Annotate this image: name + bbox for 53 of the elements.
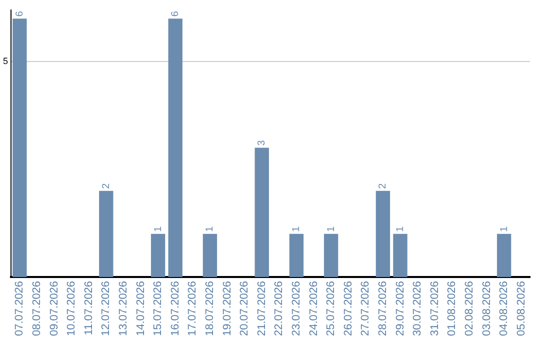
x-tick-label: 25.07.2026 [325, 280, 338, 336]
x-tick-label: 03.08.2026 [480, 280, 493, 336]
x-tick-label: 24.07.2026 [308, 280, 320, 336]
x-tick-label: 14.07.2026 [134, 280, 147, 336]
x-tick-label: 13.07.2026 [117, 280, 130, 336]
x-tick-label: 10.07.2026 [66, 280, 78, 336]
x-tick-label: 29.07.2026 [394, 280, 406, 336]
x-tick-label: 05.08.2026 [515, 280, 528, 336]
x-tick-label: 02.08.2026 [463, 280, 476, 336]
x-tick-label: 26.07.2026 [342, 280, 354, 336]
x-tick-label: 18.07.2026 [204, 280, 216, 336]
bar [168, 18, 182, 277]
x-tick-label: 15.07.2026 [152, 280, 164, 336]
data-label: 1 [152, 226, 164, 232]
bar [496, 234, 512, 277]
bar [202, 234, 218, 277]
x-tick-label: 30.07.2026 [412, 280, 424, 336]
x-tick-label: 28.07.2026 [376, 280, 389, 336]
bar [12, 18, 27, 277]
x-tick-label: 17.07.2026 [186, 280, 199, 336]
x-tick-label: 11.07.2026 [82, 280, 95, 336]
x-tick-label: 27.07.2026 [360, 280, 372, 336]
bar [393, 234, 408, 277]
x-tick-label: 20.07.2026 [238, 280, 251, 336]
data-label: 6 [170, 10, 182, 17]
bar [150, 234, 166, 277]
x-tick-label: 01.08.2026 [446, 280, 458, 336]
x-tick-label: 22.07.2026 [273, 280, 286, 336]
data-label: 1 [498, 226, 510, 232]
bar [99, 190, 114, 277]
data-label: 3 [256, 140, 268, 146]
x-tick-label: 07.07.2026 [14, 280, 26, 336]
x-tick-label: 08.07.2026 [30, 280, 43, 336]
x-tick-label: 31.07.2026 [428, 280, 441, 336]
bar [254, 148, 269, 277]
data-label: 2 [378, 182, 389, 189]
bar [289, 234, 304, 277]
x-tick-label: 21.07.2026 [256, 280, 268, 336]
bar [376, 190, 390, 277]
data-label: 1 [395, 226, 406, 232]
bar [324, 234, 338, 277]
x-tick-label: 23.07.2026 [290, 280, 302, 336]
x-tick-label: 12.07.2026 [100, 280, 112, 336]
data-label: 6 [14, 10, 26, 17]
x-tick-label: 04.08.2026 [498, 280, 510, 336]
x-tick-label: 16.07.2026 [169, 280, 182, 336]
data-label: 1 [326, 226, 337, 232]
data-label: 1 [291, 226, 302, 232]
y-tick-label: 5 [2, 56, 8, 66]
data-label: 1 [204, 226, 216, 232]
x-tick-label: 19.07.2026 [221, 280, 234, 336]
x-tick-label: 09.07.2026 [48, 280, 60, 336]
data-label: 2 [100, 182, 112, 189]
